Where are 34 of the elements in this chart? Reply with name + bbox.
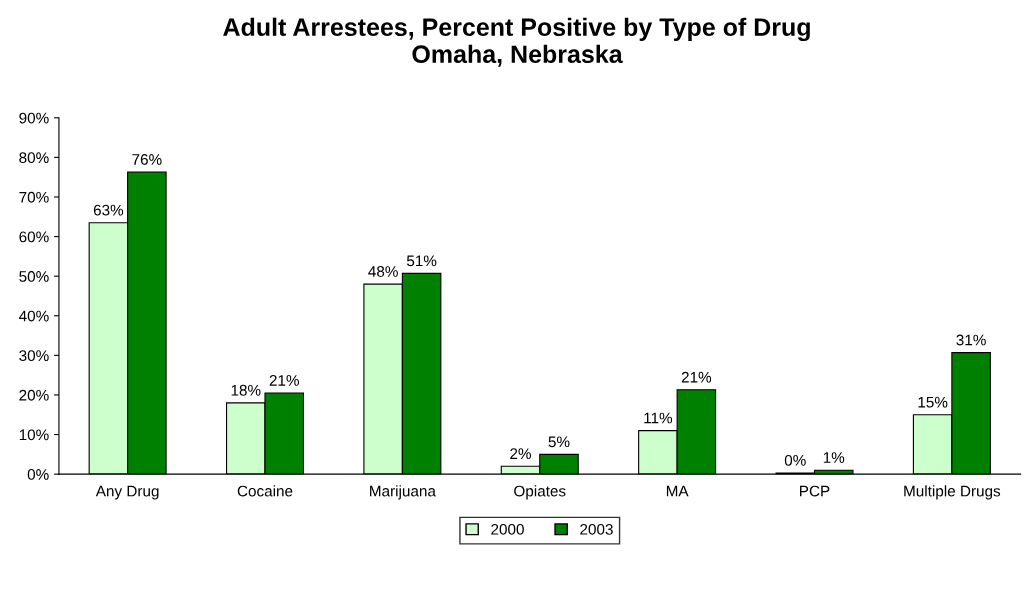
y-tick-label: 80%: [19, 152, 49, 164]
data-label: 76%: [132, 154, 162, 165]
y-tick-label: 40%: [18, 310, 49, 322]
y-tick-label: 50%: [19, 271, 49, 282]
y-tick-label: 60%: [19, 231, 49, 243]
data-label: 63%: [93, 204, 124, 216]
x-tick-label: Any Drug: [95, 485, 159, 500]
x-tick-label: PCP: [800, 485, 830, 497]
legend-label: 2000: [491, 523, 524, 535]
x-tick-label: MA: [666, 485, 689, 497]
data-label: 31%: [956, 334, 986, 346]
data-label: 21%: [269, 374, 299, 386]
data-label: 18%: [231, 384, 261, 396]
data-label: 2%: [510, 448, 532, 459]
data-label: 48%: [368, 266, 398, 277]
y-tick-label: 20%: [19, 389, 49, 401]
y-tick-label: 0%: [27, 469, 49, 480]
data-label: 51%: [406, 255, 437, 267]
data-label: 5%: [548, 436, 570, 448]
x-tick-label: Marijuana: [370, 485, 436, 500]
x-tick-label: Multiple Drugs: [904, 485, 1001, 500]
data-label: 15%: [918, 396, 948, 408]
y-tick-label: 30%: [19, 350, 49, 362]
x-tick-label: Opiates: [514, 485, 566, 500]
data-label: 1%: [823, 452, 845, 463]
chart-title: Adult Arrestees, Percent Positive by Type of Drug Omaha, Nebraska: [223, 17, 810, 67]
data-label: 11%: [644, 412, 673, 424]
y-tick-label: 70%: [19, 191, 49, 203]
legend-label: 2003: [580, 523, 613, 535]
data-label: 21%: [681, 371, 712, 383]
x-tick-label: Cocaine: [237, 485, 293, 497]
y-tick-label: 90%: [19, 112, 49, 124]
data-label: 0%: [784, 454, 806, 466]
y-tick-label: 10%: [19, 429, 49, 441]
